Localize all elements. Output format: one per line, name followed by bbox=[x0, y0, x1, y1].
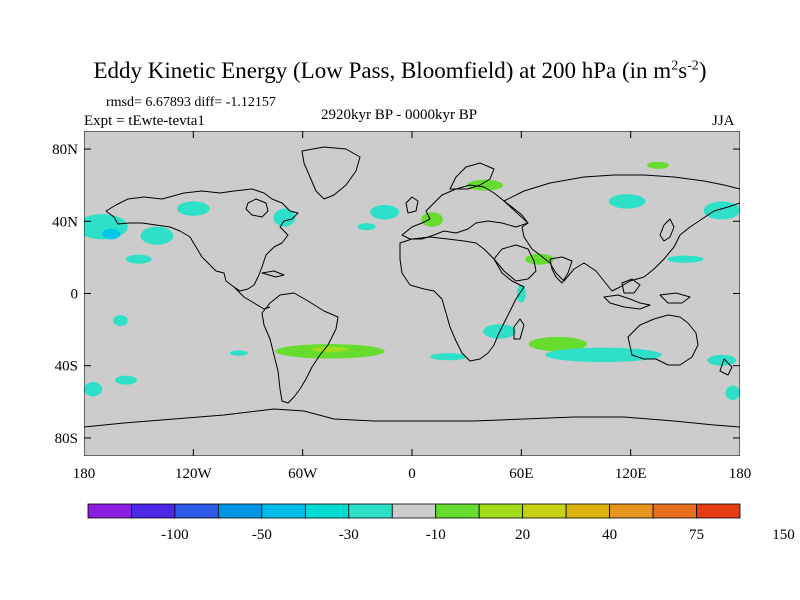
coastline-madagascar bbox=[513, 318, 525, 340]
colorbar-box-3 bbox=[217, 503, 263, 519]
world-map bbox=[84, 131, 740, 456]
coastline-hudson-bay bbox=[245, 198, 269, 218]
lat-label: 80N bbox=[52, 142, 78, 158]
colorbar-label: -50 bbox=[252, 527, 272, 543]
lat-label: 40S bbox=[55, 359, 78, 375]
coastline-britain bbox=[405, 196, 419, 214]
coastline-cuba bbox=[261, 270, 285, 278]
colorbar-box-13 bbox=[652, 503, 697, 519]
lat-label: 0 bbox=[71, 287, 79, 303]
coastlines bbox=[84, 146, 740, 428]
anomaly-region-26 bbox=[311, 346, 349, 353]
coastline-europe bbox=[401, 184, 529, 240]
coastline-africa bbox=[399, 236, 525, 362]
anomaly-region-14 bbox=[545, 347, 662, 363]
anomaly-region-2 bbox=[140, 226, 174, 245]
coastline-borneo bbox=[621, 278, 641, 294]
anomaly-region-5 bbox=[273, 208, 296, 227]
coastline-south-america bbox=[261, 292, 339, 404]
colorbar-box-2 bbox=[174, 503, 219, 519]
colorbar-box-6 bbox=[348, 503, 393, 519]
lon-label: 0 bbox=[408, 466, 416, 482]
coastline-greenland bbox=[301, 146, 361, 200]
anomaly-region-27 bbox=[430, 353, 467, 361]
colorbar-box-0 bbox=[87, 503, 132, 519]
anomaly-region-11 bbox=[516, 284, 526, 303]
map-ticks bbox=[84, 131, 740, 456]
season-label: JJA bbox=[712, 113, 735, 129]
colorbar: -100 -50 -30 -10 20 40 75 150 bbox=[87, 503, 795, 543]
anomaly-region-3 bbox=[176, 201, 210, 216]
lon-label: 60W bbox=[288, 466, 318, 482]
coastline-new-guinea bbox=[659, 292, 691, 304]
coastline-australia bbox=[627, 314, 699, 366]
anomaly-region-16 bbox=[608, 194, 646, 209]
colorbar-box-5 bbox=[304, 503, 350, 519]
anomaly-region-21 bbox=[229, 350, 248, 356]
lon-label: 120W bbox=[175, 466, 213, 482]
coastline-antarctica bbox=[84, 408, 740, 428]
anomaly-region-8 bbox=[421, 212, 443, 227]
coastline-north-america bbox=[105, 188, 299, 292]
lat-label: 80S bbox=[55, 431, 78, 447]
longitude-labels: 180 120W 60W 0 60E 120E 180 bbox=[73, 466, 752, 482]
coastline-india bbox=[549, 256, 573, 284]
period-label: 2920kyr BP - 0000kyr BP bbox=[321, 107, 478, 123]
anomaly-region-24 bbox=[725, 385, 740, 401]
coastline-scandinavia bbox=[449, 162, 495, 190]
colorbar-label: 40 bbox=[602, 527, 617, 543]
anomaly-region-6 bbox=[370, 205, 400, 220]
map-title: Eddy Kinetic Energy (Low Pass, Bloomfiel… bbox=[93, 58, 707, 83]
colorbar-box-11 bbox=[565, 503, 611, 519]
colorbar-label: 75 bbox=[689, 527, 704, 543]
lon-label: 120E bbox=[615, 466, 647, 482]
colorbar-box-12 bbox=[609, 503, 654, 519]
anomaly-region-22 bbox=[114, 375, 137, 385]
coastline-arabia bbox=[493, 244, 537, 282]
anomaly-region-15 bbox=[707, 354, 737, 366]
lon-label: 180 bbox=[729, 466, 752, 482]
colorbar-box-7 bbox=[391, 503, 437, 519]
coastline-japan bbox=[659, 218, 675, 242]
colorbar-label: -100 bbox=[161, 527, 189, 543]
colorbar-box-4 bbox=[261, 503, 306, 519]
anomaly-region-9 bbox=[466, 179, 504, 191]
stats-line: rmsd= 6.67893 diff= -1.12157 bbox=[106, 95, 276, 110]
latitude-labels: 80N 40N 0 40S 80S bbox=[52, 142, 78, 447]
coastline-indonesia bbox=[603, 294, 651, 310]
colorbar-label: 150 bbox=[772, 527, 795, 543]
anomaly-region-20 bbox=[113, 315, 128, 326]
coastline-new-zealand bbox=[719, 358, 733, 376]
anomaly-region-18 bbox=[667, 255, 704, 263]
experiment-label: Expt = tEwte-tevta1 bbox=[84, 113, 205, 129]
colorbar-box-9 bbox=[478, 503, 524, 519]
coastline-asia bbox=[503, 174, 740, 292]
colorbar-label: -30 bbox=[339, 527, 359, 543]
lat-label: 40N bbox=[52, 214, 78, 230]
anomaly-region-13 bbox=[528, 336, 587, 352]
colorbar-box-8 bbox=[435, 503, 480, 519]
anomaly-region-23 bbox=[84, 381, 103, 397]
lon-label: 60E bbox=[509, 466, 533, 482]
anomaly-region-19 bbox=[647, 161, 669, 169]
anomaly-region-4 bbox=[125, 254, 152, 264]
lon-label: 180 bbox=[73, 466, 96, 482]
colorbar-label: -10 bbox=[426, 527, 446, 543]
colorbar-box-10 bbox=[522, 503, 567, 519]
anomaly-region-7 bbox=[357, 223, 376, 231]
colorbar-label: 20 bbox=[515, 527, 530, 543]
anomaly-layer bbox=[84, 161, 740, 401]
colorbar-box-14 bbox=[696, 503, 741, 519]
colorbar-box-1 bbox=[131, 503, 176, 519]
anomaly-region-1 bbox=[102, 228, 121, 240]
